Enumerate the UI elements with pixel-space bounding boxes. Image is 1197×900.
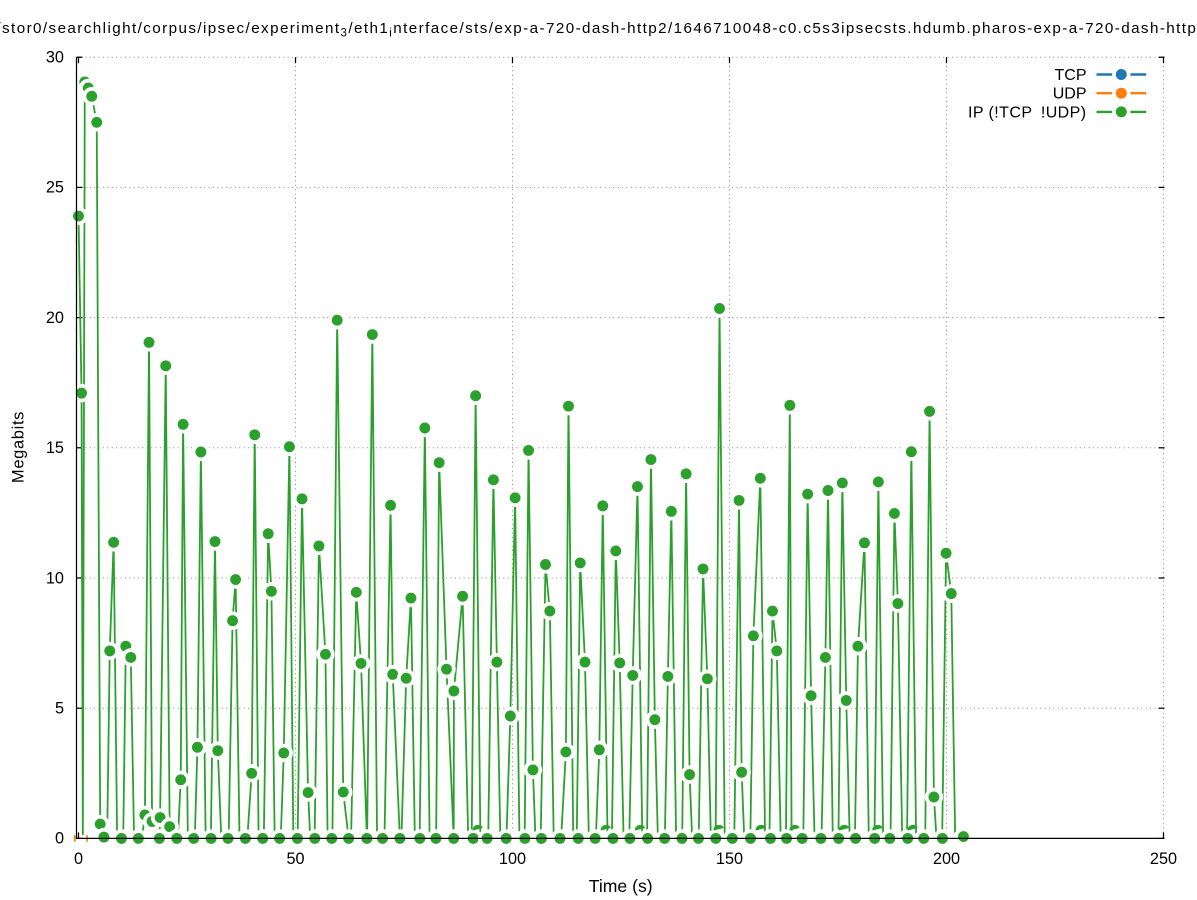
svg-text:30: 30: [46, 49, 64, 67]
svg-text:IP (!TCP !UDP): IP (!TCP !UDP): [968, 104, 1086, 121]
svg-text:0: 0: [74, 850, 83, 868]
svg-text:25: 25: [46, 179, 64, 197]
svg-text:50: 50: [286, 850, 304, 868]
svg-text:250: 250: [1150, 850, 1177, 868]
svg-text:Time (s): Time (s): [589, 876, 653, 896]
svg-text:5: 5: [55, 700, 64, 718]
svg-text:200: 200: [933, 850, 960, 868]
svg-text:10: 10: [46, 569, 64, 587]
svg-text:0: 0: [55, 830, 64, 848]
svg-text:TCP: TCP: [1055, 67, 1087, 84]
svg-text:150: 150: [716, 850, 743, 868]
svg-text:20: 20: [46, 309, 64, 327]
svg-text:15: 15: [46, 439, 64, 457]
svg-text:/stor0/searchlight/corpus/ipse: /stor0/searchlight/corpus/ipsec/experime…: [0, 20, 1197, 40]
svg-text:Megabits: Megabits: [10, 411, 28, 483]
svg-text:UDP: UDP: [1053, 86, 1087, 103]
svg-text:100: 100: [499, 850, 526, 868]
